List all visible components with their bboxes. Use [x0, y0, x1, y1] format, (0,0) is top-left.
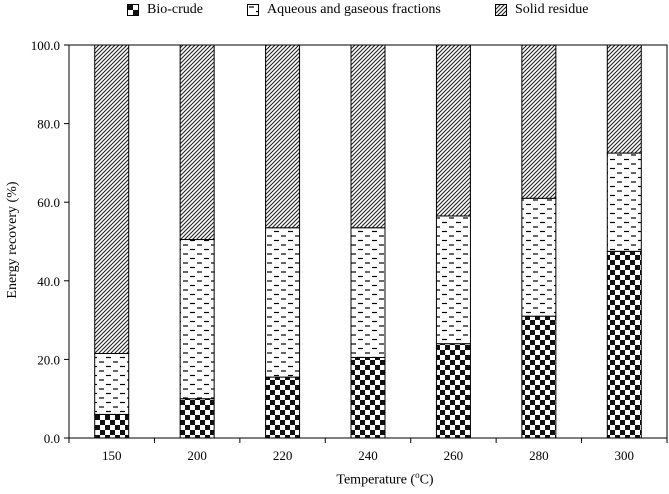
legend-item-aqueous: Aqueous and gaseous fractions: [247, 2, 441, 18]
legend-item-solid-residue: Solid residue: [495, 2, 589, 18]
legend-swatch-pattern: [128, 5, 138, 15]
bar-hatch-150: [94, 44, 130, 355]
bar-hatch-220: [265, 44, 301, 229]
bar-dashes-280: [521, 197, 557, 317]
legend-swatch-pattern: [496, 5, 506, 15]
x-tick-label: 200: [187, 448, 207, 463]
bar-checker-260: [435, 343, 471, 439]
bar-checker-220: [265, 376, 301, 439]
legend-swatch-pattern: [248, 5, 258, 15]
bar-hatch-280: [521, 44, 557, 199]
legend-item-bio-crude: Bio-crude: [127, 2, 203, 18]
y-axis-label: Energy recovery (%): [5, 181, 20, 299]
bar-hatch-200: [179, 44, 215, 241]
x-axis-label-degree: o: [415, 470, 420, 480]
bar-checker-200: [179, 398, 215, 439]
bar-dashes-260: [435, 215, 471, 345]
bar-hatch-240: [350, 44, 386, 229]
bar-dashes-300: [606, 152, 642, 252]
y-tick-label: 0.0: [44, 431, 60, 446]
bar-checker-300: [606, 250, 642, 439]
bar-checker-280: [521, 315, 557, 439]
legend-swatch-aqueous: [247, 4, 259, 16]
legend-swatch-bio-crude: [127, 4, 139, 16]
legend-swatch-fill: [248, 5, 258, 15]
x-tick-label: 150: [102, 448, 122, 463]
bar-checker-240: [350, 356, 386, 439]
legend-swatch-fill: [496, 5, 506, 15]
bar-dashes-200: [179, 239, 215, 400]
legend-swatch-fill: [128, 5, 138, 15]
bar-checker-150: [94, 413, 130, 439]
y-tick-label: 80.0: [37, 117, 60, 132]
x-tick-label: 280: [529, 448, 549, 463]
x-tick-label: 240: [358, 448, 378, 463]
x-tick-label: 220: [273, 448, 293, 463]
bar-dashes-240: [350, 227, 386, 358]
legend-label-aqueous: Aqueous and gaseous fractions: [267, 2, 441, 17]
x-tick-label: 300: [615, 448, 635, 463]
bar-dashes-150: [94, 353, 130, 415]
y-tick-label: 60.0: [37, 195, 60, 210]
x-tick-label: 260: [444, 448, 464, 463]
x-axis-label: Temperature (oC): [250, 470, 520, 489]
y-tick-label: 100.0: [31, 38, 60, 53]
legend: Bio-crude Aqueous and gaseous fractions …: [0, 2, 669, 24]
x-axis-label-text: Temperature (: [336, 472, 416, 488]
legend-label-bio-crude: Bio-crude: [147, 2, 203, 17]
y-tick-label: 40.0: [37, 274, 60, 289]
bar-hatch-300: [606, 44, 642, 154]
bars-layer: [94, 44, 642, 439]
bar-hatch-260: [435, 44, 471, 217]
y-tick-label: 20.0: [37, 352, 60, 367]
legend-swatch-solid-residue: [495, 4, 507, 16]
x-axis-label-unit: C): [419, 472, 434, 488]
legend-label-solid-residue: Solid residue: [515, 2, 589, 17]
bar-dashes-220: [265, 227, 301, 378]
